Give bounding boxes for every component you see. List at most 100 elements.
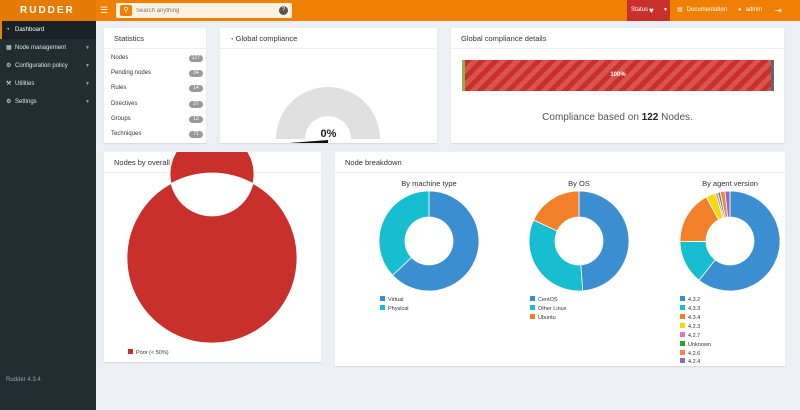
stat-row-techniques[interactable]: Techniques 71 bbox=[111, 128, 203, 140]
documentation-label: Documentation bbox=[686, 7, 728, 13]
legend-item[interactable]: 4.3.2 bbox=[680, 296, 700, 304]
logout-icon[interactable]: ⇥ bbox=[775, 6, 782, 15]
breakdown-donuts bbox=[378, 190, 781, 292]
sidebar-item-label: Node management bbox=[15, 45, 67, 51]
divider bbox=[104, 48, 206, 49]
card-title: ◔ Global compliance bbox=[230, 34, 297, 43]
legend-item[interactable]: 4.2.3 bbox=[680, 323, 700, 331]
search-input[interactable] bbox=[136, 3, 272, 18]
sidebar-item-settings[interactable]: ⚙ Settings ▼ bbox=[0, 93, 96, 111]
stat-row-pending-nodes[interactable]: Pending nodes 34 bbox=[111, 67, 203, 79]
documentation-link[interactable]: ▤ Documentation bbox=[677, 0, 727, 21]
search-icon[interactable]: ⚲ bbox=[120, 5, 132, 16]
statistics-card: Statistics Nodes 127 Pending nodes 34 Ru… bbox=[104, 28, 206, 143]
legend-swatch bbox=[680, 296, 685, 301]
legend-item[interactable]: 4.2.7 bbox=[680, 332, 700, 340]
legend-label: 4.3.2 bbox=[688, 297, 701, 303]
donut-slice-virtual[interactable] bbox=[392, 190, 480, 292]
count-badge: 71 bbox=[189, 131, 203, 138]
legend-swatch bbox=[380, 305, 385, 310]
legend-item[interactable]: Poor (< 50%) bbox=[128, 349, 169, 357]
rudder-logo[interactable]: RUDDER bbox=[0, 0, 96, 21]
legend-swatch bbox=[128, 349, 133, 354]
user-label: admin bbox=[745, 7, 762, 13]
legend-label: 4.2.6 bbox=[688, 351, 701, 357]
legend-label: Unknown bbox=[688, 342, 711, 348]
chevron-down-icon: ▼ bbox=[85, 45, 90, 51]
stat-label: Rules bbox=[111, 85, 127, 91]
legend-item[interactable]: 4.2.6 bbox=[680, 350, 700, 358]
donut-slice-4-2-4[interactable] bbox=[724, 190, 731, 218]
legend-swatch bbox=[680, 323, 685, 328]
sidebar-item-utilities[interactable]: ⚒ Utilities ▼ bbox=[0, 75, 96, 93]
card-title: Global compliance details bbox=[461, 34, 547, 43]
legend-label: Physical bbox=[388, 306, 409, 312]
divider bbox=[335, 172, 785, 173]
legend-item[interactable]: 4.3.3 bbox=[680, 305, 700, 313]
divider bbox=[451, 48, 784, 49]
sitemap-icon: ▦ bbox=[6, 45, 12, 51]
chevron-down-icon: ▼ bbox=[85, 63, 90, 69]
count-badge: 14 bbox=[189, 85, 203, 92]
compliance-bar-label: 100% bbox=[610, 72, 626, 78]
donut-slice-physical[interactable] bbox=[378, 190, 430, 276]
chevron-down-icon: ▼ bbox=[85, 81, 90, 87]
status-button[interactable]: Status ♥ ▼ bbox=[627, 0, 670, 21]
chevron-down-icon: ▼ bbox=[85, 99, 90, 105]
donut-slice-poor-50-[interactable] bbox=[126, 152, 298, 344]
summary-suffix: Nodes. bbox=[661, 112, 693, 123]
legend-item[interactable]: Virtual bbox=[380, 296, 404, 304]
heartbeat-icon: ♥ bbox=[649, 6, 654, 15]
legend-item[interactable]: 4.2.4 bbox=[680, 358, 700, 366]
legend-label: CentOS bbox=[538, 297, 558, 303]
version-label: Rudder 4.3.4 bbox=[6, 377, 41, 383]
wrench-icon: ⚒ bbox=[6, 81, 12, 87]
sidebar-item-dashboard[interactable]: ◔ Dashboard bbox=[0, 21, 96, 39]
compliance-summary: Compliance based on 122 Nodes. bbox=[451, 112, 784, 123]
donut-slice-ubuntu[interactable] bbox=[533, 190, 580, 232]
sidebar-toggle-icon[interactable]: ☰ bbox=[100, 5, 109, 15]
help-icon[interactable]: ? bbox=[279, 6, 288, 15]
card-title: Statistics bbox=[114, 34, 145, 43]
user-icon: ● bbox=[738, 7, 742, 13]
legend-swatch bbox=[680, 314, 685, 319]
top-navbar: RUDDER ☰ ⚲ ? Status ♥ ▼ ▤Documentation ●… bbox=[0, 0, 800, 21]
sidebar-item-label: Configuration policy bbox=[15, 63, 68, 69]
count-badge: 13 bbox=[189, 116, 203, 123]
nodes-by-compliance-card: Nodes by overall compliance Poor (< 50%) bbox=[104, 152, 321, 362]
user-menu[interactable]: ● admin bbox=[738, 0, 762, 21]
legend-item[interactable]: Physical bbox=[380, 305, 408, 313]
legend-item[interactable]: Ubuntu bbox=[530, 314, 556, 322]
stat-row-directives[interactable]: Directives 27 bbox=[111, 98, 203, 110]
donut-slice-4-3-2[interactable] bbox=[698, 190, 781, 292]
legend-swatch bbox=[530, 296, 535, 301]
stat-row-rules[interactable]: Rules 14 bbox=[111, 82, 203, 94]
gear-icon: ⚙ bbox=[6, 99, 12, 105]
legend-label: Ubuntu bbox=[538, 315, 556, 321]
compliance-progress-bar[interactable]: 100% bbox=[462, 60, 774, 91]
compliance-gauge bbox=[276, 87, 380, 143]
sidebar-item-node-management[interactable]: ▦ Node management ▼ bbox=[0, 39, 96, 57]
donut-slice-other-linux[interactable] bbox=[528, 219, 584, 292]
legend-swatch bbox=[530, 314, 535, 319]
donut-slice-centos[interactable] bbox=[578, 190, 630, 292]
sidebar-item-configuration-policy[interactable]: ⚙ Configuration policy ▼ bbox=[0, 57, 96, 75]
compliance-details-card: Global compliance details 100% Complianc… bbox=[451, 28, 784, 143]
card-title: Nodes by overall compliance bbox=[114, 158, 210, 167]
legend-label: 4.2.4 bbox=[688, 359, 701, 365]
legend-label: Virtual bbox=[388, 297, 404, 303]
legend-swatch bbox=[530, 305, 535, 310]
compliance-donut bbox=[126, 152, 298, 344]
node-count: 122 bbox=[641, 112, 659, 123]
stat-row-groups[interactable]: Groups 13 bbox=[111, 113, 203, 125]
stat-label: Nodes bbox=[111, 55, 129, 61]
stat-row-nodes[interactable]: Nodes 127 bbox=[111, 52, 203, 64]
chart-title: By machine type bbox=[401, 179, 457, 188]
legend-item[interactable]: Other Linux bbox=[530, 305, 566, 313]
legend-item[interactable]: CentOS bbox=[530, 296, 558, 304]
dashboard-icon: ◔ bbox=[6, 27, 10, 33]
legend-item[interactable]: Unknown bbox=[680, 341, 711, 349]
sidebar-item-label: Utilities bbox=[15, 81, 35, 87]
legend-item[interactable]: 4.3.4 bbox=[680, 314, 700, 322]
card-title: Node breakdown bbox=[345, 158, 402, 167]
